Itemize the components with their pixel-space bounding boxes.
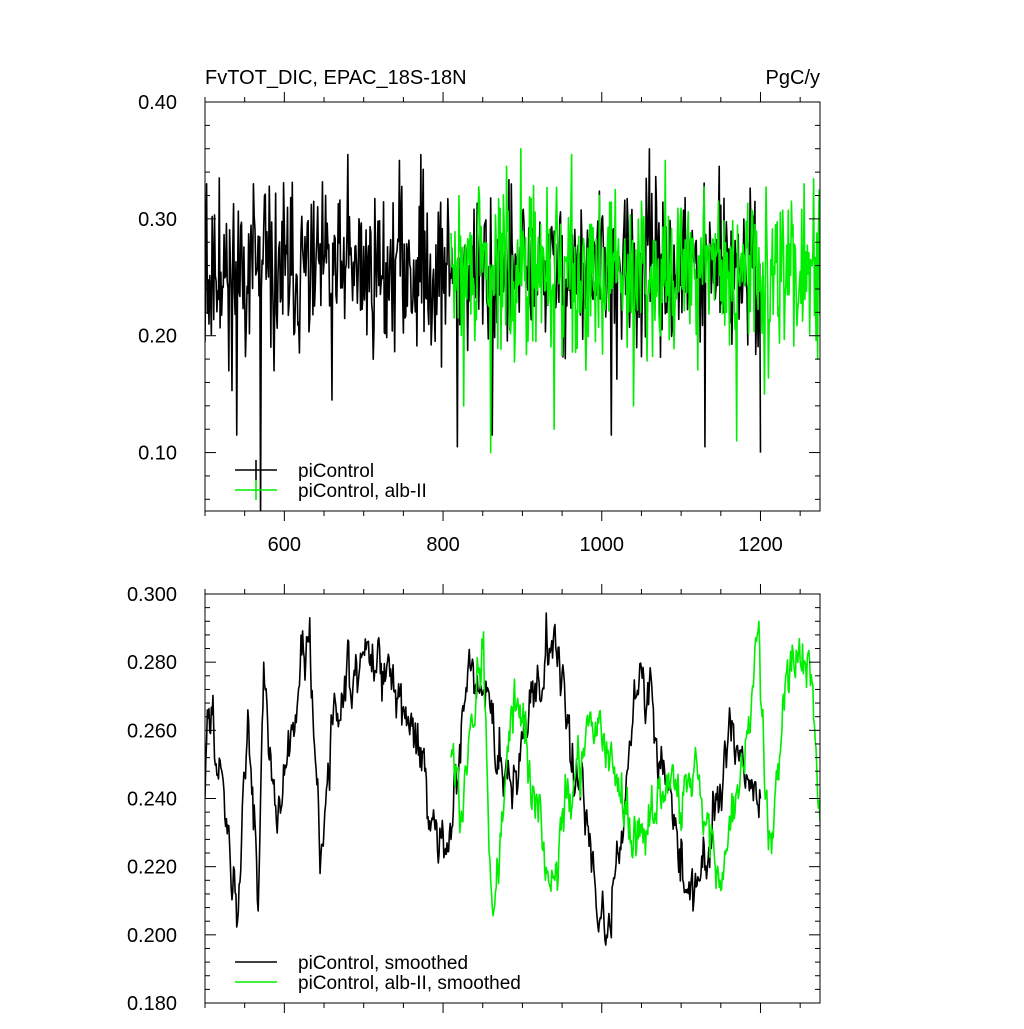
x-tick-label-0-1: 800 — [426, 534, 459, 556]
legend-label-1-0: piControl, smoothed — [298, 953, 468, 974]
panel-top: FvTOT_DIC, EPAC_18S-18N PgC/y 600 800 1000… — [138, 67, 821, 556]
y-tick-label-1-4: 0.260 — [127, 720, 177, 742]
plot-frame-0 — [204, 101, 821, 512]
y-tick-label-1-2: 0.220 — [127, 857, 177, 879]
panel-top-title: FvTOT_DIC, EPAC_18S-18N — [205, 67, 467, 89]
legend-label-0-1: piControl, alb-II — [298, 481, 427, 502]
series-line-1-1 — [450, 620, 820, 917]
y-tick-label-0-1: 0.20 — [138, 326, 177, 348]
y-tick-label-1-5: 0.280 — [127, 652, 177, 674]
y-tick-label-0-0: 0.10 — [138, 443, 177, 465]
panel-top-units: PgC/y — [766, 67, 820, 89]
y-tick-label-1-0: 0.180 — [127, 993, 177, 1015]
panel-bottom: 0.180 0.200 0.220 0.240 0.260 0.280 0.300 piCo… — [127, 584, 821, 1015]
x-tick-label-0-3: 1200 — [738, 534, 783, 556]
y-tick-label-0-2: 0.30 — [138, 209, 177, 231]
y-tick-label-0-3: 0.40 — [138, 92, 177, 114]
legend-label-1-1: piControl, alb-II, smoothed — [298, 973, 521, 994]
legend-label-0-0: piControl — [298, 461, 374, 482]
x-tick-label-0-2: 1000 — [580, 534, 625, 556]
y-tick-label-1-3: 0.240 — [127, 789, 177, 811]
y-tick-label-1-6: 0.300 — [127, 584, 177, 606]
x-tick-label-0-0: 600 — [268, 534, 301, 556]
series-line-0-1 — [450, 147, 820, 454]
y-tick-label-1-1: 0.200 — [127, 925, 177, 947]
